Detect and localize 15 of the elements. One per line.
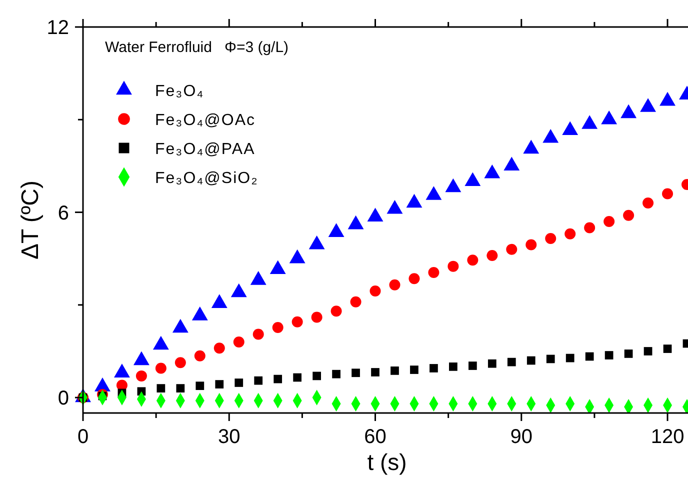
y-tick-label: 12	[46, 17, 69, 39]
x-axis-title: t (s)	[367, 449, 407, 475]
y-tick-label: 6	[58, 202, 69, 224]
legend-label: Fe₃O₄@PAA	[155, 141, 256, 158]
x-tick-label: 120	[650, 426, 684, 448]
legend-label: Fe₃O₄	[155, 83, 204, 100]
legend-label: Fe₃O₄@SiO₂	[155, 170, 258, 187]
x-tick-label: 60	[364, 426, 386, 448]
annotation: Water Ferrofluid Φ=3 (g/L)	[105, 39, 289, 56]
legend-label: Fe₃O₄@OAc	[155, 112, 256, 129]
x-tick-label: 30	[218, 426, 240, 448]
y-axis-title: ΔT (ºC)	[17, 180, 44, 260]
x-tick-label: 0	[77, 426, 89, 448]
x-tick-label: 90	[510, 426, 533, 448]
y-tick-label: 0	[58, 388, 69, 410]
